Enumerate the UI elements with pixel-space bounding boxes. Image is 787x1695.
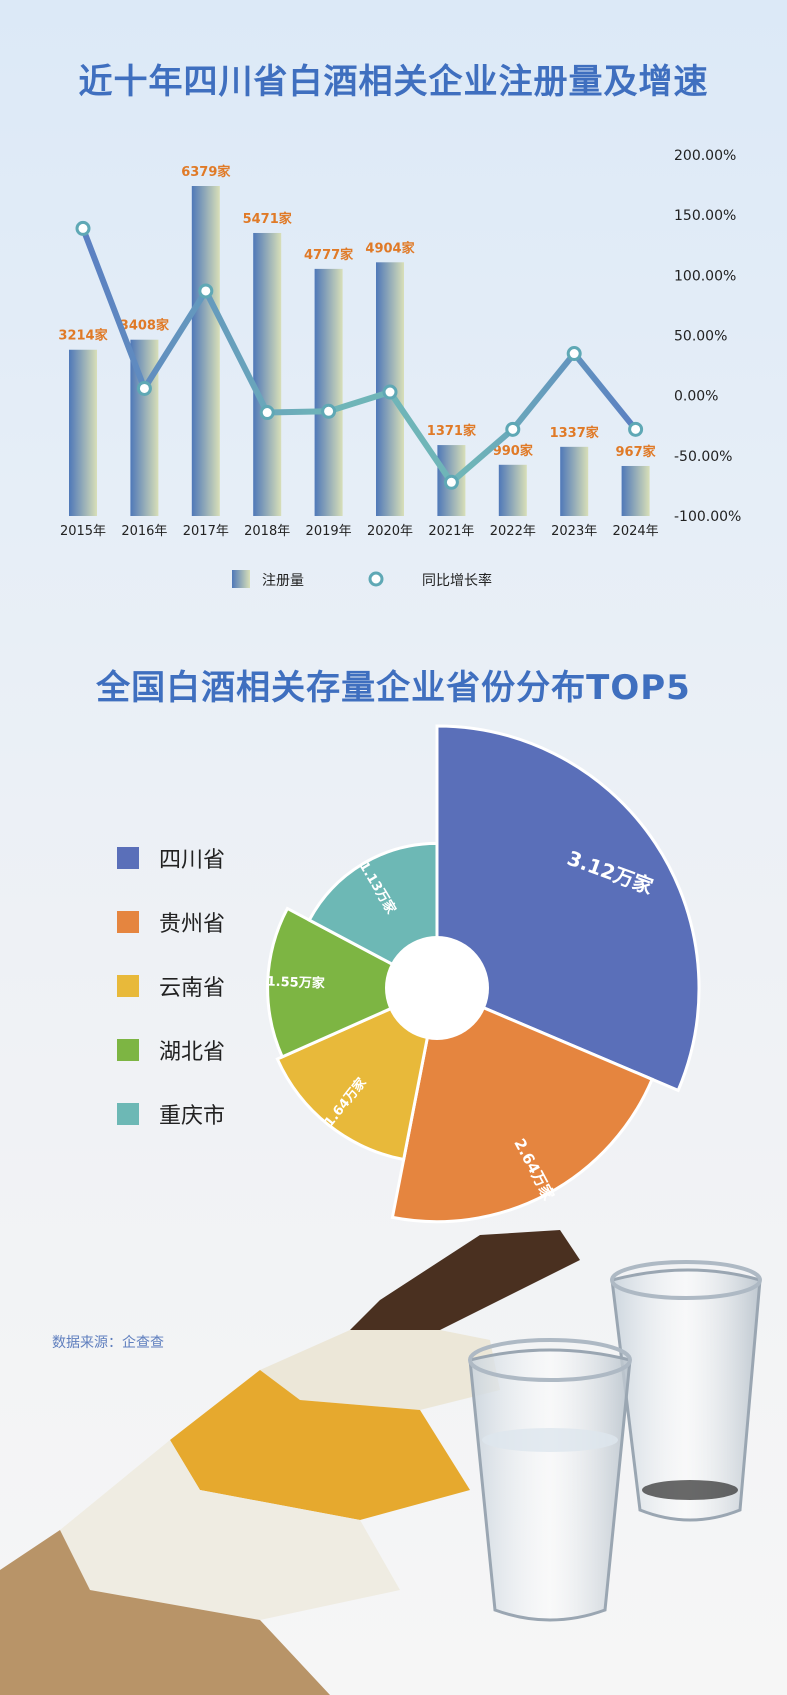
bar-2023年 — [560, 446, 589, 516]
bar-2018年 — [253, 232, 282, 516]
growth-point — [198, 283, 214, 299]
data-source: 数据来源：企查查 — [52, 1335, 164, 1351]
legend-swatch — [117, 847, 139, 869]
glass-back — [610, 1260, 762, 1522]
bar-value-label: 3408家 — [120, 318, 170, 334]
growth-point — [259, 405, 275, 421]
grain-band-dark — [350, 1230, 580, 1330]
legend-item-四川省: 四川省 — [117, 842, 225, 874]
rose-slice-四川省 — [435, 724, 701, 1093]
bar-value-label: 4777家 — [304, 247, 354, 263]
rose-slice-湖北省 — [266, 906, 441, 1059]
legend-item-云南省: 云南省 — [117, 970, 225, 1002]
bar-value-label: 4904家 — [365, 240, 415, 256]
x-tick-label: 2017年 — [183, 524, 229, 539]
growth-point — [505, 421, 521, 437]
legend-bar-label: 注册量 — [262, 573, 304, 589]
growth-point — [382, 384, 398, 400]
legend-item-湖北省: 湖北省 — [117, 1034, 225, 1066]
rose-value-label: 1.64万家 — [321, 1074, 370, 1130]
registration-chart: 3214家 3408家 6379家 5471家 4777家 4904家 1371家 990家 1… — [58, 148, 741, 589]
bar-value-label: 6379家 — [181, 164, 231, 180]
legend-label: 四川省 — [159, 848, 226, 873]
grain-band-white — [60, 1440, 400, 1620]
bar-2015年 — [69, 349, 97, 516]
grain-band-barley — [0, 1530, 330, 1695]
x-tick-label: 2024年 — [613, 524, 659, 539]
legend-swatch — [117, 911, 139, 933]
x-tick-label: 2019年 — [306, 524, 352, 539]
x-tick-label: 2018年 — [244, 524, 290, 539]
legend-label: 湖北省 — [159, 1040, 226, 1065]
growth-point — [75, 220, 91, 236]
rose-center-hole — [385, 936, 489, 1040]
bar-value-label: 1337家 — [550, 425, 600, 441]
bar-2022年 — [498, 464, 527, 516]
legend-bar-swatch — [232, 570, 250, 588]
line-bar-chart-title: 近十年四川省白酒相关企业注册量及增速 — [78, 62, 709, 102]
grain-band-rice — [260, 1330, 500, 1410]
bar-2019年 — [314, 268, 343, 516]
growth-point — [321, 403, 337, 419]
legend-label: 重庆市 — [159, 1104, 226, 1129]
bar-value-label: 1371家 — [427, 423, 477, 439]
y2-tick-label: 150.00% — [674, 208, 736, 224]
grain-band-corn — [170, 1370, 470, 1520]
legend-swatch — [117, 1103, 139, 1125]
growth-point — [566, 346, 582, 362]
legend-line-point — [368, 571, 384, 587]
legend-swatch — [117, 1039, 139, 1061]
legend-swatch — [117, 975, 139, 997]
bar-value-label: 967家 — [616, 444, 657, 460]
legend-item-贵州省: 贵州省 — [117, 906, 225, 938]
rose-chart-title: 全国白酒相关存量企业省份分布TOP5 — [96, 668, 691, 708]
bar-value-label: 5471家 — [243, 211, 293, 227]
glass-front — [468, 1338, 632, 1622]
y2-tick-label: -100.00% — [674, 509, 741, 525]
legend-line-label: 同比增长率 — [422, 572, 492, 589]
rose-value-label: 1.55万家 — [266, 974, 326, 992]
growth-point — [136, 380, 152, 396]
rose-value-label: 3.12万家 — [564, 846, 657, 899]
growth-point — [443, 474, 459, 490]
y2-tick-label: -50.00% — [674, 449, 732, 465]
legend-label: 贵州省 — [159, 912, 226, 937]
y2-tick-label: 100.00% — [674, 268, 736, 284]
x-tick-label: 2022年 — [490, 524, 536, 539]
rose-slice-重庆市 — [307, 841, 439, 991]
x-tick-label: 2016年 — [121, 524, 167, 539]
bar-value-label: 3214家 — [58, 328, 108, 344]
rose-slice-云南省 — [275, 985, 440, 1162]
y2-tick-label: 200.00% — [674, 148, 736, 164]
growth-rate-line — [80, 225, 639, 486]
x-tick-label: 2020年 — [367, 524, 413, 539]
growth-point — [628, 421, 644, 437]
x-tick-label: 2015年 — [60, 524, 106, 539]
rose-slice-贵州省 — [390, 985, 655, 1224]
rose-value-label: 1.13万家 — [356, 859, 400, 918]
legend-item-重庆市: 重庆市 — [117, 1098, 225, 1130]
bar-2024年 — [621, 465, 650, 516]
x-tick-label: 2021年 — [428, 524, 474, 539]
x-tick-label: 2023年 — [551, 524, 597, 539]
y2-tick-label: 0.00% — [674, 389, 718, 405]
legend-label: 云南省 — [159, 976, 226, 1001]
baijiu-photo — [0, 1230, 762, 1695]
bar-value-label: 990家 — [493, 443, 534, 459]
bar-2017年 — [191, 186, 220, 516]
y2-tick-label: 50.00% — [674, 329, 727, 345]
